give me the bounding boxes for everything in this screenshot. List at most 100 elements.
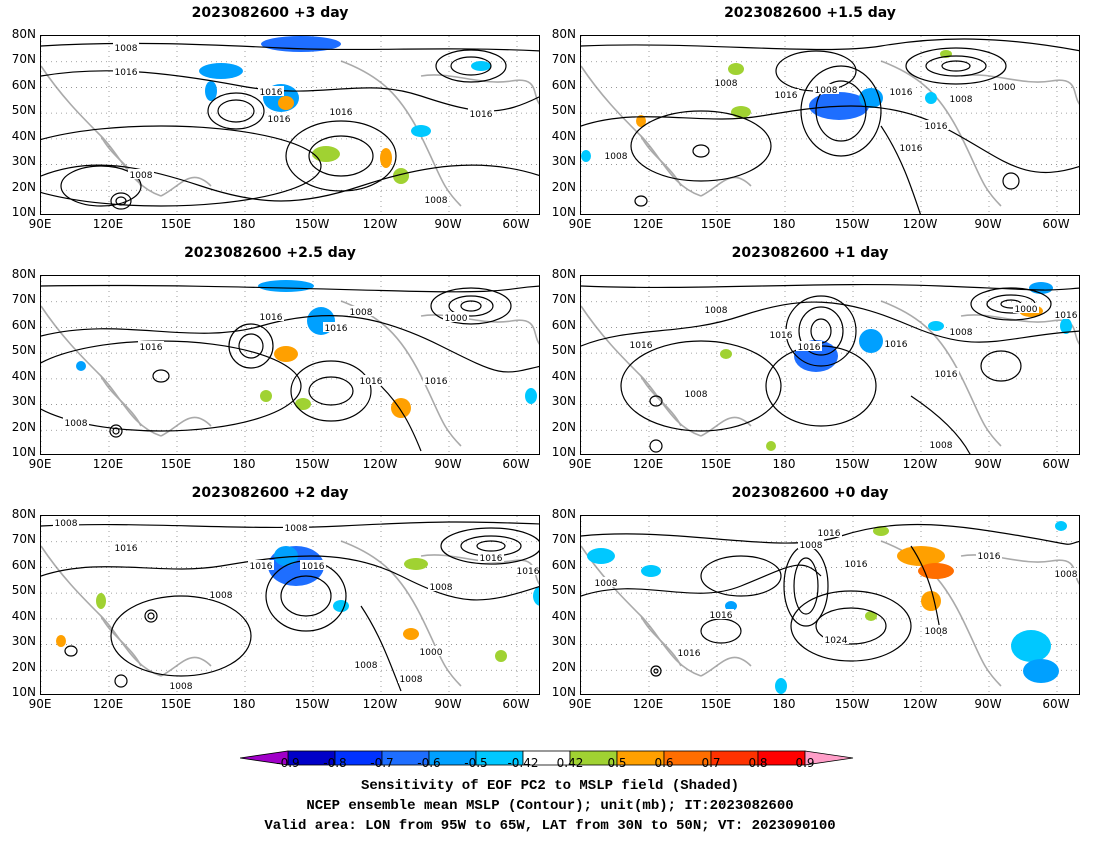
contour-label-bg <box>348 306 374 316</box>
mslp-contour <box>41 555 539 601</box>
contour-label-bg <box>113 66 139 76</box>
coastline <box>160 416 212 437</box>
map-plot: 1008 1016 1016 1008 1016 1000 1016 1016 1008 1008… <box>580 275 1080 455</box>
map-plot: 1016 1016 1008 1000 1016 1016 1016 1008 <box>40 275 540 455</box>
y-tick-label: 70N <box>11 52 36 67</box>
y-tick-label: 30N <box>551 154 576 169</box>
x-tick-label: 90E <box>28 457 52 471</box>
x-tick-label: 60W <box>1042 217 1070 231</box>
sensitivity-shade <box>393 168 409 184</box>
mslp-contour <box>152 369 170 383</box>
contour-label: 1008 <box>285 524 308 534</box>
sensitivity-shade <box>928 321 944 331</box>
contour-label: 1016 <box>360 377 383 387</box>
contour-label: 1016 <box>140 343 163 353</box>
contour-label: 1008 <box>430 583 453 593</box>
y-tick-label: 20N <box>11 659 36 674</box>
panel-0: 2023082600 +3 day 80N 70N 60N 50N 40N 30N 20N 10… <box>0 5 540 245</box>
sensitivity-shade <box>404 558 428 570</box>
y-tick-label: 50N <box>11 583 36 598</box>
contour-label: 1008 <box>930 441 953 451</box>
sensitivity-shade <box>636 115 646 127</box>
contour-label-bg <box>428 581 454 591</box>
y-tick-label: 10N <box>551 445 576 459</box>
map-svg: 1008 1016 1016 1016 1016 1016 1008 1008 <box>41 36 539 214</box>
mslp-contour <box>941 60 971 72</box>
sensitivity-shade <box>495 650 507 662</box>
y-tick-label: 20N <box>551 179 576 194</box>
y-tick-label: 60N <box>551 317 576 332</box>
caption-line-2: NCEP ensemble mean MSLP (Contour); unit(… <box>306 798 794 814</box>
x-tick-label: 120E <box>632 697 664 711</box>
contour-label-bg <box>423 194 449 204</box>
mslp-contour <box>115 196 127 206</box>
coastline <box>880 540 1002 687</box>
x-tick-label: 60W <box>502 217 530 231</box>
contour-label: 1024 <box>825 636 848 646</box>
contour-label-bg <box>128 169 154 179</box>
contour-label: 1016 <box>260 88 283 98</box>
contour-label: 1008 <box>705 306 728 316</box>
contour-label-bg <box>258 311 284 321</box>
y-tick-label: 50N <box>11 103 36 118</box>
mslp-contour <box>800 65 882 157</box>
coastline <box>160 176 212 197</box>
mslp-contour <box>1002 172 1020 190</box>
x-tick-label: 90W <box>974 217 1002 231</box>
coastline <box>880 60 1002 207</box>
sensitivity-shade <box>96 593 106 609</box>
contour-label-bg <box>323 322 349 332</box>
coastline <box>340 540 462 687</box>
contour-label-bg <box>300 560 326 570</box>
sensitivity-shade <box>775 678 787 694</box>
contour-label: 1016 <box>770 331 793 341</box>
contour-label-bg <box>948 93 974 103</box>
contour-label-bg <box>948 326 974 336</box>
y-tick-label: 20N <box>551 659 576 674</box>
mslp-contour <box>815 607 887 645</box>
contour-label-bg <box>843 558 869 568</box>
colorbar-label: -0.9 <box>276 756 300 770</box>
x-tick-label: 180 <box>772 697 796 711</box>
mslp-contour <box>440 527 539 565</box>
colorbar-label: 0.42 <box>556 756 584 770</box>
contour-label-bg <box>898 142 924 152</box>
panel-title: 2023082600 +2.5 day <box>184 245 356 261</box>
y-tick-label: 50N <box>551 583 576 598</box>
mslp-contour <box>280 575 332 617</box>
x-tick-label: 150E <box>160 217 192 231</box>
sensitivity-shade <box>925 92 937 104</box>
map-svg: 1008 1016 1016 1008 1016 1000 1016 1016 1008 1008… <box>581 276 1079 454</box>
contour-label: 1016 <box>302 562 325 572</box>
contour-label: 1016 <box>978 552 1001 562</box>
mslp-contour <box>380 385 422 452</box>
x-tick-label: 150E <box>160 457 192 471</box>
colorbar-label: 0.8 <box>748 756 768 770</box>
contour-label: 1016 <box>775 91 798 101</box>
contour-label: 1016 <box>678 649 701 659</box>
contour-label-bg <box>773 89 799 99</box>
contour-label: 1008 <box>400 675 423 685</box>
coastline <box>420 314 539 345</box>
y-tick-label: 40N <box>551 128 576 143</box>
coastline <box>41 545 162 677</box>
sensitivity-shade <box>641 565 661 577</box>
y-tick-label: 50N <box>551 103 576 118</box>
mslp-contour <box>41 521 539 529</box>
contour-label: 1008 <box>425 196 448 206</box>
contour-label-bg <box>603 150 629 160</box>
contour-label: 1008 <box>115 44 138 54</box>
contour-label-bg <box>593 577 619 587</box>
sensitivity-shade <box>260 390 272 402</box>
y-tick-label: 10N <box>551 685 576 699</box>
contour-label-bg <box>1053 568 1079 578</box>
y-tick-label: 70N <box>11 292 36 307</box>
contour-label-bg <box>816 527 842 537</box>
contour-label-bg <box>248 560 274 570</box>
contour-label: 1016 <box>470 110 493 120</box>
contour-label-bg <box>628 339 654 349</box>
caption-line-1: Sensitivity of EOF PC2 to MSLP field (Sh… <box>360 778 740 794</box>
panel-3: 2023082600 +1 day 80N 70N 60N 50N 40N 30N 20N 10… <box>540 245 1080 485</box>
x-tick-label: 120E <box>632 457 664 471</box>
x-tick-label: 150E <box>700 217 732 231</box>
